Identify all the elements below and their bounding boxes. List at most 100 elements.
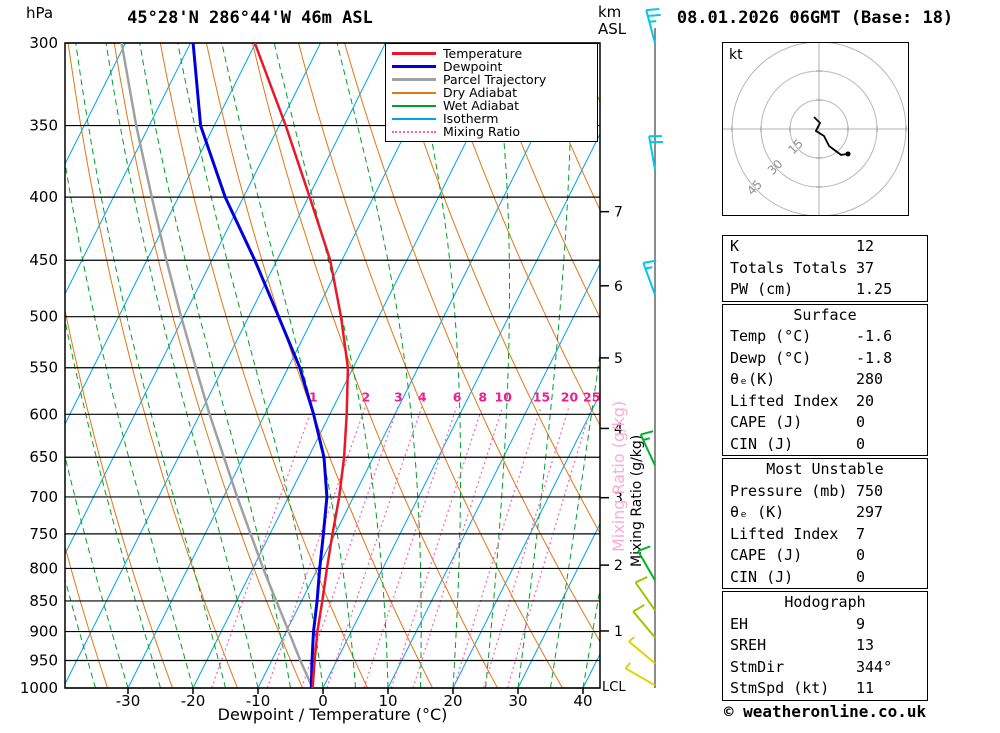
pressure-axis-unit-label: hPa [26, 4, 54, 22]
row-value: 13 [856, 636, 875, 654]
row-label: CAPE (J) [730, 546, 803, 564]
table-row: Temp (°C) -1.6 [723, 326, 927, 348]
legend-item: Wet Adiabat [392, 98, 597, 113]
row-value: 0 [856, 567, 866, 586]
svg-text:850: 850 [29, 592, 58, 610]
table-row: Lifted Index 20 [723, 391, 927, 413]
svg-text:1000: 1000 [20, 679, 58, 697]
indices-tables: K 12 Totals Totals 37 PW (cm) 1.25 Surface Temp… [722, 235, 928, 703]
legend-line-sample [392, 65, 436, 68]
table-row: Totals Totals 37 [723, 258, 927, 280]
legend-line-sample [392, 78, 436, 81]
legend-item: Mixing Ratio [392, 124, 597, 139]
svg-text:750: 750 [29, 525, 58, 543]
row-value: 0 [856, 434, 866, 453]
svg-text:10: 10 [378, 692, 397, 710]
legend-label: Wet Adiabat [443, 98, 520, 113]
row-value: -1.6 [856, 327, 893, 345]
datetime-title: 08.01.2026 06GMT (Base: 18) [676, 8, 954, 28]
svg-text:950: 950 [29, 652, 58, 670]
legend-label: Dry Adiabat [443, 85, 518, 100]
row-value: 280 [856, 370, 884, 388]
svg-text:6: 6 [614, 279, 623, 295]
svg-text:8: 8 [478, 389, 487, 404]
svg-text:650: 650 [29, 448, 58, 466]
svg-text:20: 20 [561, 389, 579, 404]
mixing-ratio-lines: 1 2 3 4 6 8 10 15 20 25 [211, 389, 600, 688]
table-row: CAPE (J) 0 [723, 412, 927, 434]
svg-text:3: 3 [614, 491, 623, 507]
most-unstable-indices: Most Unstable Pressure (mb) 750 θₑ (K) 297 Li… [722, 458, 928, 589]
legend-item: Temperature [392, 46, 597, 61]
legend-label: Temperature [443, 46, 523, 61]
row-label: θₑ (K) [730, 503, 785, 521]
svg-text:5: 5 [614, 351, 623, 367]
wind-barb [624, 662, 656, 687]
legend-label: Dewpoint [443, 59, 503, 74]
row-label: StmDir [730, 657, 785, 676]
hodo-ring-label: 15 [785, 136, 806, 157]
copyright-link[interactable]: © weatheronline.co.uk [723, 702, 927, 721]
row-label: CAPE (J) [730, 413, 803, 431]
wind-barb [634, 576, 656, 611]
legend-line-sample [392, 104, 436, 107]
row-value: 1.25 [856, 280, 893, 298]
svg-text:-30: -30 [116, 692, 141, 710]
wind-barbs [624, 8, 664, 688]
table-row: SREH 13 [723, 635, 927, 657]
legend-line-sample [392, 130, 436, 133]
row-value: 0 [856, 413, 866, 431]
svg-text:2: 2 [361, 389, 370, 404]
x-axis-title: Dewpoint / Temperature (°C) [217, 705, 448, 724]
legend-item: Dewpoint [392, 59, 597, 74]
svg-text:6: 6 [453, 389, 462, 404]
row-label: Lifted Index [730, 391, 839, 410]
table-row: PW (cm) 1.25 [723, 279, 927, 301]
row-label: CIN (J) [730, 434, 794, 453]
row-value: 37 [856, 258, 875, 277]
wind-barb [648, 135, 664, 170]
altitude-axis-unit-label: km ASL [598, 4, 626, 38]
svg-text:500: 500 [29, 308, 58, 326]
svg-text:300: 300 [29, 34, 58, 52]
row-label: EH [730, 614, 749, 633]
svg-text:0: 0 [318, 692, 328, 710]
row-label: Temp (°C) [730, 327, 812, 345]
wind-barb [628, 636, 656, 665]
summary-indices: K 12 Totals Totals 37 PW (cm) 1.25 [722, 235, 928, 302]
hodograph-panel: 15 30 45 kt [722, 41, 909, 217]
table-row: CIN (J) 0 [723, 567, 927, 589]
row-value: 344° [856, 657, 893, 676]
table-section-header: Surface [793, 305, 857, 324]
legend-item: Isotherm [392, 111, 597, 126]
station-title: 45°28'N 286°44'W 46m ASL [127, 8, 373, 28]
plot-border [64, 42, 601, 689]
row-value: 11 [856, 679, 875, 697]
wind-barb [645, 8, 661, 44]
row-value: 7 [856, 524, 866, 543]
wind-barb [642, 259, 657, 296]
lcl-label: LCL [602, 680, 626, 695]
row-value: 9 [856, 614, 866, 633]
legend-item: Dry Adiabat [392, 85, 597, 100]
svg-text:900: 900 [29, 623, 58, 641]
table-row: StmDir 344° [723, 657, 927, 679]
legend: Temperature Dewpoint Parcel Trajectory Dry … [385, 43, 598, 142]
dewpoint-curve [191, 43, 329, 688]
legend-label: Mixing Ratio [443, 124, 521, 139]
temperature-curve [253, 43, 350, 688]
svg-text:550: 550 [29, 359, 58, 377]
mixing-ratio-axis-label-pink: Mixing Ratio (g/kg) [609, 401, 628, 552]
hodo-trace-end-marker [845, 151, 851, 157]
svg-text:15: 15 [533, 389, 550, 404]
table-row: EH 9 [723, 614, 927, 636]
row-label: PW (cm) [730, 280, 794, 298]
row-label: Totals Totals [730, 258, 848, 277]
isotherm-lines [65, 43, 600, 688]
svg-text:450: 450 [29, 251, 58, 269]
table-row: StmSpd (kt) 11 [723, 678, 927, 700]
table-row: CAPE (J) 0 [723, 545, 927, 567]
wind-barb [632, 604, 656, 639]
altitude-unit-asl: ASL [598, 20, 627, 38]
